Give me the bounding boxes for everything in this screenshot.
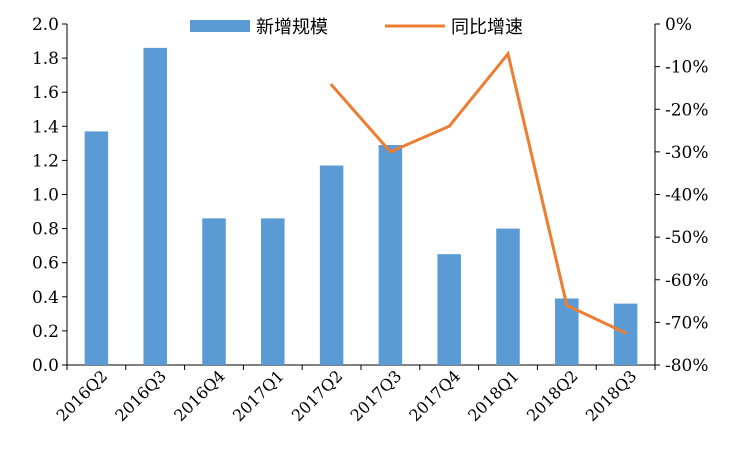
x-tick-label: 2018Q1 <box>464 366 523 425</box>
right-tick-label: -30% <box>665 143 709 163</box>
bar-2018Q1 <box>496 228 520 365</box>
bar-2017Q2 <box>319 165 344 365</box>
line-point-2017Q2 <box>330 83 334 87</box>
left-tick-label: 1.8 <box>32 49 59 69</box>
left-tick-label: 0.6 <box>32 254 59 274</box>
right-tick-label: 0% <box>665 15 692 35</box>
left-tick-label: 0.0 <box>32 356 59 376</box>
left-tick-label: 0.4 <box>32 288 59 308</box>
x-tick-label: 2017Q4 <box>405 366 464 425</box>
left-tick-label: 1.2 <box>32 151 59 171</box>
line-point-2018Q1 <box>506 52 510 56</box>
x-tick-label: 2017Q2 <box>288 366 347 425</box>
x-tick-label: 2018Q2 <box>523 366 582 425</box>
line-point-2017Q3 <box>388 150 392 154</box>
legend-bar-label: 新增规模 <box>256 17 328 38</box>
right-tick-label: -40% <box>665 186 709 206</box>
x-tick-label: 2016Q2 <box>53 366 112 425</box>
left-tick-label: 0.8 <box>32 220 59 240</box>
x-tick-label: 2018Q3 <box>582 366 641 425</box>
x-tick-label: 2017Q3 <box>347 366 406 425</box>
x-tick-label: 2016Q4 <box>170 366 229 425</box>
bar-2017Q3 <box>378 145 403 365</box>
legend-bar-swatch <box>190 20 250 32</box>
x-tick-label: 2016Q3 <box>111 366 170 425</box>
right-tick-label: -70% <box>665 313 709 333</box>
growth-line <box>330 50 627 335</box>
left-tick-label: 0.2 <box>32 322 59 342</box>
right-tick-label: -50% <box>665 228 709 248</box>
line-point-2017Q4 <box>447 124 451 128</box>
left-tick-label: 1.6 <box>32 83 59 103</box>
right-tick-label: -10% <box>665 58 709 78</box>
legend-line-label: 同比增速 <box>451 17 523 38</box>
bar-2017Q4 <box>437 254 461 365</box>
bar-2016Q2 <box>84 131 109 365</box>
bar-2018Q2 <box>555 298 579 365</box>
bar-2016Q4 <box>202 218 226 365</box>
right-tick-label: -20% <box>665 100 709 120</box>
bar-2017Q1 <box>261 218 285 365</box>
left-tick-label: 1.4 <box>32 117 59 137</box>
left-tick-label: 2.0 <box>32 15 59 35</box>
left-tick-label: 1.0 <box>32 186 59 206</box>
line-point-2018Q2 <box>565 303 569 307</box>
x-tick-label: 2017Q1 <box>229 366 288 425</box>
bar-2016Q3 <box>143 47 167 366</box>
right-tick-label: -80% <box>665 356 709 376</box>
legend: 新增规模 同比增速 <box>190 17 523 38</box>
right-tick-label: -60% <box>665 271 709 291</box>
line-point-2018Q3 <box>624 331 628 335</box>
